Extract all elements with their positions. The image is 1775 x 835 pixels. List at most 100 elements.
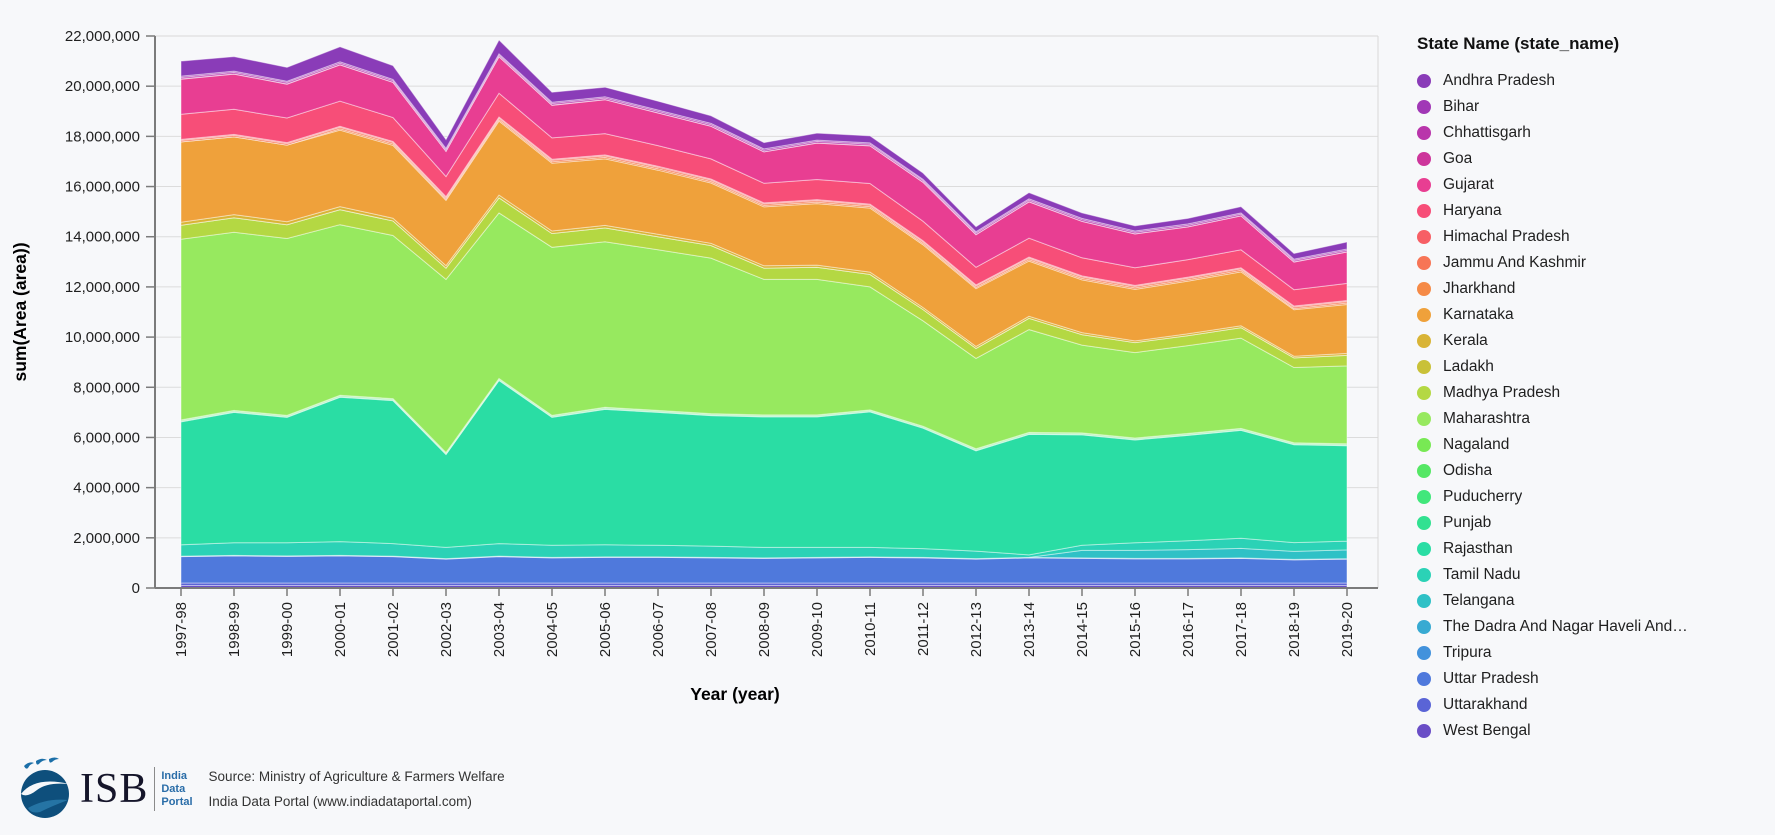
legend-label: Haryana: [1443, 202, 1502, 219]
legend-item-nagaland[interactable]: Nagaland: [1417, 432, 1757, 458]
legend-label: Tripura: [1443, 644, 1492, 661]
area-series-layer: [180, 39, 1348, 589]
legend-label: Punjab: [1443, 514, 1492, 531]
legend-item-haryana[interactable]: Haryana: [1417, 198, 1757, 224]
legend-item-madhya-pradesh[interactable]: Madhya Pradesh: [1417, 380, 1757, 406]
legend-item-uttarakhand[interactable]: Uttarakhand: [1417, 692, 1757, 718]
idp-word-india: India: [161, 769, 188, 782]
legend-item-jammu-and-kashmir[interactable]: Jammu And Kashmir: [1417, 250, 1757, 276]
legend-item-tripura[interactable]: Tripura: [1417, 640, 1757, 666]
area-uttar-pradesh[interactable]: [180, 555, 1348, 584]
x-tick-label: 1998-99: [226, 602, 243, 657]
y-tick-label: 10,000,000: [65, 329, 140, 346]
x-tick-label: 1999-00: [279, 602, 296, 657]
x-tick-label: 2002-03: [438, 602, 455, 657]
legend-item-chhattisgarh[interactable]: Chhattisgarh: [1417, 120, 1757, 146]
x-tick-label: 2000-01: [332, 602, 349, 657]
legend-swatch-icon: [1417, 698, 1431, 712]
legend-item-puducherry[interactable]: Puducherry: [1417, 484, 1757, 510]
footer: ISB India Data Portal Source: Ministry o…: [18, 756, 505, 822]
legend-swatch-icon: [1417, 594, 1431, 608]
legend-item-andhra-pradesh[interactable]: Andhra Pradesh: [1417, 68, 1757, 94]
legend-item-ladakh[interactable]: Ladakh: [1417, 354, 1757, 380]
x-tick-label: 2015-16: [1127, 602, 1144, 657]
x-tick-label: 2008-09: [756, 602, 773, 657]
legend-label: Puducherry: [1443, 488, 1523, 505]
legend-item-bihar[interactable]: Bihar: [1417, 94, 1757, 120]
x-tick-label: 2006-07: [650, 602, 667, 657]
legend-swatch-icon: [1417, 542, 1431, 556]
y-tick-label: 0: [132, 580, 140, 597]
legend-item-uttar-pradesh[interactable]: Uttar Pradesh: [1417, 666, 1757, 692]
legend-label: Uttarakhand: [1443, 696, 1528, 713]
legend-swatch-icon: [1417, 464, 1431, 478]
y-tick-label: 16,000,000: [65, 179, 140, 196]
area-andhra-pradesh[interactable]: [180, 39, 1348, 260]
x-tick-label: 2005-06: [597, 602, 614, 657]
area-goa[interactable]: [180, 55, 1348, 263]
x-tick-label: 2016-17: [1180, 602, 1197, 657]
legend-item-kerala[interactable]: Kerala: [1417, 328, 1757, 354]
x-tick-label: 2010-11: [862, 602, 879, 656]
axes: 0 2,000,000 4,000,000 6,000,000 8,000,000 10,…: [65, 28, 1379, 657]
legend-label: Jharkhand: [1443, 280, 1516, 297]
legend-item-jharkhand[interactable]: Jharkhand: [1417, 276, 1757, 302]
x-tick-label: 2007-08: [703, 602, 720, 657]
legend: State Name (state_name) Andhra Pradesh Bi…: [1417, 34, 1757, 744]
legend-label: Odisha: [1443, 462, 1493, 479]
y-tick-label: 22,000,000: [65, 28, 140, 45]
y-tick-label: 14,000,000: [65, 229, 140, 246]
legend-item-goa[interactable]: Goa: [1417, 146, 1757, 172]
x-tick-label: 2014-15: [1074, 602, 1091, 657]
legend-swatch-icon: [1417, 126, 1431, 140]
legend-swatch-icon: [1417, 334, 1431, 348]
area-odisha[interactable]: [180, 378, 1348, 455]
legend-label: West Bengal: [1443, 722, 1531, 739]
legend-label: Chhattisgarh: [1443, 124, 1531, 141]
legend-label: Ladakh: [1443, 358, 1494, 375]
legend-swatch-icon: [1417, 360, 1431, 374]
area-tripura[interactable]: [180, 555, 1348, 561]
x-tick-label: 2013-14: [1021, 602, 1038, 657]
area-tamil-nadu[interactable]: [180, 537, 1348, 560]
area-punjab[interactable]: [180, 379, 1348, 456]
legend-swatch-icon: [1417, 386, 1431, 400]
legend-item-karnataka[interactable]: Karnataka: [1417, 302, 1757, 328]
legend-item-punjab[interactable]: Punjab: [1417, 510, 1757, 536]
legend-label: Kerala: [1443, 332, 1488, 349]
legend-item-tamil-nadu[interactable]: Tamil Nadu: [1417, 562, 1757, 588]
legend-label: The Dadra And Nagar Haveli And…: [1443, 618, 1688, 635]
legend-label: Karnataka: [1443, 306, 1514, 323]
area-chhattisgarh[interactable]: [180, 54, 1348, 263]
y-tick-label: 2,000,000: [73, 530, 140, 547]
legend-label: Uttar Pradesh: [1443, 670, 1539, 687]
area-nagaland[interactable]: [180, 377, 1348, 454]
y-tick-label: 20,000,000: [65, 78, 140, 95]
legend-item-west-bengal[interactable]: West Bengal: [1417, 718, 1757, 744]
legend-item-maharashtra[interactable]: Maharashtra: [1417, 406, 1757, 432]
isb-wordmark: ISB: [80, 766, 149, 812]
legend-items: Andhra Pradesh Bihar Chhattisgarh Goa Gujara…: [1417, 68, 1757, 744]
legend-item-rajasthan[interactable]: Rajasthan: [1417, 536, 1757, 562]
x-tick-label: 2009-10: [809, 602, 826, 657]
area-jharkhand[interactable]: [180, 118, 1348, 311]
portal-text: India Data Portal (www.indiadataportal.c…: [208, 794, 472, 809]
area-bihar[interactable]: [180, 53, 1348, 261]
legend-label: Gujarat: [1443, 176, 1494, 193]
legend-label: Telangana: [1443, 592, 1515, 609]
legend-item-odisha[interactable]: Odisha: [1417, 458, 1757, 484]
area-rajasthan[interactable]: [180, 379, 1348, 556]
x-tick-label: 2003-04: [491, 602, 508, 657]
stacked-area-chart: 0 2,000,000 4,000,000 6,000,000 8,000,000 10,…: [10, 28, 1379, 704]
legend-label: Nagaland: [1443, 436, 1510, 453]
area-haryana[interactable]: [180, 92, 1348, 307]
legend-swatch-icon: [1417, 282, 1431, 296]
x-tick-label: 2018-19: [1286, 602, 1303, 657]
legend-item-telangana[interactable]: Telangana: [1417, 588, 1757, 614]
legend-item-the-dadra-and-nagar-haveli-and[interactable]: The Dadra And Nagar Haveli And…: [1417, 614, 1757, 640]
x-tick-label: 2012-13: [968, 602, 985, 657]
legend-item-gujarat[interactable]: Gujarat: [1417, 172, 1757, 198]
y-tick-label: 12,000,000: [65, 279, 140, 296]
legend-item-himachal-pradesh[interactable]: Himachal Pradesh: [1417, 224, 1757, 250]
